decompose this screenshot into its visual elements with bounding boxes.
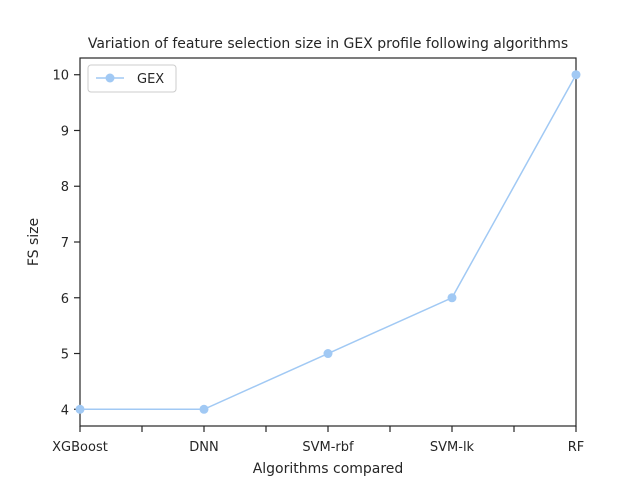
legend: GEX (87, 64, 177, 93)
plot-frame (79, 57, 577, 427)
legend-label-gex: GEX (137, 72, 164, 87)
y-tick-label-9: 9 (61, 124, 69, 139)
x-tick-label-dnn: DNN (189, 440, 218, 455)
legend-box (87, 64, 177, 93)
x-tick-label-svm-rbf: SVM-rbf (302, 440, 354, 455)
x-tick-label-rf: RF (568, 440, 585, 455)
series-layer (75, 70, 581, 414)
x-tick-label-svm-lk: SVM-lk (430, 440, 475, 455)
x-axis: XGBoost DNN SVM-rbf SVM-lk RF (52, 426, 584, 455)
y-tick-label-7: 7 (61, 236, 69, 251)
y-axis-label: FS size (26, 218, 42, 266)
data-point-rf (571, 70, 581, 80)
y-tick-label-8: 8 (61, 180, 69, 195)
plot-area (79, 57, 577, 427)
data-point-dnn (199, 404, 209, 414)
data-point-svm-rbf (323, 349, 333, 359)
chart-title: Variation of feature selection size in G… (88, 36, 568, 52)
data-point-svm-lk (447, 293, 457, 303)
y-tick-label-10: 10 (52, 69, 69, 84)
data-point-xgboost (75, 404, 85, 414)
series-line-gex (80, 74, 577, 411)
y-tick-label-5: 5 (61, 348, 69, 363)
y-tick-label-6: 6 (61, 292, 69, 307)
legend-marker-sample (105, 73, 115, 83)
x-tick-label-xgboost: XGBoost (52, 440, 108, 455)
y-axis: 4 5 6 7 8 9 10 (52, 69, 80, 418)
y-tick-label-4: 4 (61, 403, 69, 418)
x-axis-label: Algorithms compared (253, 461, 404, 477)
